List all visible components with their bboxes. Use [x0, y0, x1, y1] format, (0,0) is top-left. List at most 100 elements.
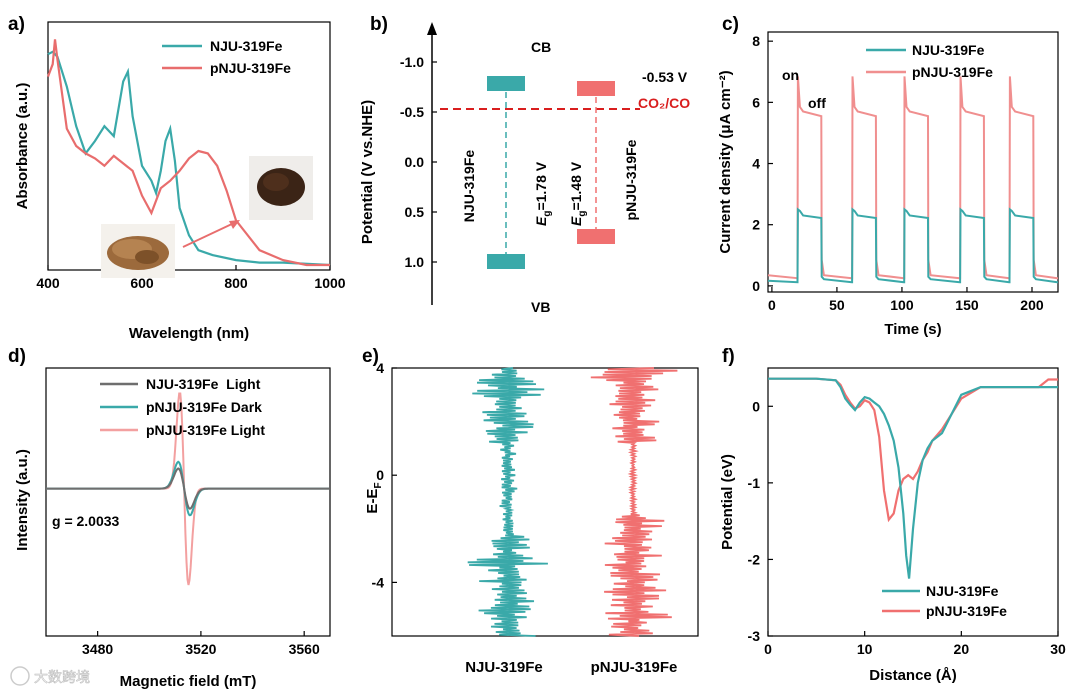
panel-f-xtick-label: 10 — [857, 641, 873, 657]
panel-a-xtick-label: 400 — [36, 275, 60, 291]
photo-arrow — [182, 222, 235, 248]
panel-b-ytick-label: 0.0 — [405, 154, 425, 170]
gap-value-nju: =1.78 V — [533, 161, 549, 210]
watermark-text: 大数跨境 — [34, 669, 90, 685]
panel-c-ytick-label: 6 — [752, 94, 760, 110]
series-line-c-0 — [767, 207, 1058, 284]
panel-f-ylabel: Potential (eV) — [719, 454, 736, 550]
watermark: 大数跨境 — [10, 666, 90, 686]
panel-f-ytick-label: -1 — [748, 475, 761, 491]
series-line-a-0 — [47, 50, 331, 267]
cb-bar-0 — [487, 76, 525, 91]
panel-b-ytick-label: -1.0 — [400, 54, 424, 70]
panel-e-ytick-label: -4 — [372, 574, 385, 590]
g-value-annotation: g = 2.0033 — [52, 513, 120, 529]
legend-text-c-pnju: pNJU-319Fe — [912, 64, 993, 80]
watermark-logo-icon — [10, 666, 30, 686]
gap-symbol-pnju: E — [568, 216, 584, 226]
panel-c-label: c) — [722, 14, 739, 35]
panel-c-ytick-label: 4 — [752, 156, 760, 172]
panel-c-ytick-label: 2 — [752, 217, 760, 233]
dos-line-0 — [467, 367, 548, 637]
legend-text-pnju: pNJU-319Fe — [210, 60, 291, 76]
panel-f-xtick-label: 30 — [1050, 641, 1066, 657]
photo-nju-powder — [101, 224, 175, 278]
panel-c-xtick-label: 0 — [768, 297, 776, 313]
panel-e-frame — [391, 367, 699, 637]
panel-d-xtick-label: 3480 — [82, 641, 113, 657]
gap-label-nju: Eg=1.78 V — [533, 161, 553, 226]
series-line-d-0 — [46, 467, 329, 510]
panel-f-ytick-label: -3 — [748, 628, 761, 644]
gap-symbol-nju: E — [533, 216, 549, 226]
legend-text-d-2: pNJU-319Fe Dark — [146, 399, 262, 415]
panel-f-label: f) — [722, 346, 735, 367]
panel-a: a) 400 600 800 1000 Wavelength (nm) Absorba… — [8, 14, 346, 342]
gap-value-pnju: =1.48 V — [568, 161, 584, 210]
legend-text-d-1: NJU-319Fe Light — [146, 376, 261, 392]
series-line-f-0 — [768, 377, 1058, 579]
panel-b-ylabel: Potential (V vs.NHE) — [359, 100, 376, 244]
panel-f-xlabel: Distance (Å) — [869, 667, 957, 684]
panel-c-xtick-label: 200 — [1020, 297, 1044, 313]
panel-b-ytick-label: 1.0 — [405, 254, 425, 270]
reference-value-label: -0.53 V — [642, 69, 688, 85]
panel-b-yaxis-arrow — [427, 22, 437, 35]
panel-c-ytick-label: 0 — [752, 278, 760, 294]
material-label-nju: NJU-319Fe — [461, 150, 477, 223]
panel-a-xlabel: Wavelength (nm) — [129, 325, 249, 342]
panel-c-frame — [767, 31, 1059, 293]
panel-d-frame — [45, 367, 331, 637]
gap-label-pnju: Eg=1.48 V — [568, 161, 588, 226]
panel-f-ytick-label: 0 — [752, 398, 760, 414]
panel-a-xtick-label: 800 — [224, 275, 248, 291]
panel-b-ytick-label: -0.5 — [400, 104, 424, 120]
vb-bar-0 — [487, 254, 525, 269]
photo-pnju-powder — [249, 156, 313, 220]
legend-text-nju: NJU-319Fe — [210, 38, 283, 54]
series-line-c-1 — [767, 76, 1058, 280]
panel-e-label: e) — [362, 346, 379, 367]
panel-f-ytick-label: -2 — [748, 551, 761, 567]
panel-f-xtick-label: 20 — [954, 641, 970, 657]
vb-label: VB — [531, 299, 550, 315]
panel-e-ytick-label: 4 — [376, 360, 384, 376]
panel-b-label: b) — [370, 14, 388, 35]
panel-c-xtick-label: 100 — [890, 297, 914, 313]
legend-text-f-nju: NJU-319Fe — [926, 583, 999, 599]
panel-e: e) 4 0 -4 E-EF NJU-319Fe pNJU-319Fe — [362, 346, 699, 676]
panel-f-xtick-label: 0 — [764, 641, 772, 657]
panel-b-ytick-label: 0.5 — [405, 204, 425, 220]
panel-d-label: d) — [8, 346, 26, 367]
dos-line-1 — [590, 367, 678, 637]
series-line-f-1 — [768, 377, 1058, 523]
panel-a-ylabel: Absorbance (a.u.) — [14, 83, 31, 210]
panel-e-ytick-label: 0 — [376, 467, 384, 483]
cb-bar-1 — [577, 81, 615, 96]
panel-a-xtick-label: 600 — [130, 275, 154, 291]
panel-c: c) 0 50 100 150 200 0 2 4 6 8 Time (s) Current de… — [717, 14, 1059, 338]
panel-c-xtick-label: 150 — [955, 297, 979, 313]
series-line-a-1 — [46, 39, 330, 267]
panel-d-xlabel: Magnetic field (mT) — [120, 673, 257, 690]
legend-text-d-3: pNJU-319Fe Light — [146, 422, 265, 438]
panel-c-xtick-label: 50 — [829, 297, 845, 313]
panel-f-frame — [767, 367, 1059, 637]
panel-a-xtick-label: 1000 — [314, 275, 345, 291]
gap-sub-pnju: g — [577, 211, 588, 217]
panel-a-label: a) — [8, 14, 25, 35]
panel-e-xlabel-nju: NJU-319Fe — [465, 659, 543, 676]
panel-b: b) -1.0 -0.5 0.0 0.5 1.0 Potential (V vs.NHE… — [359, 14, 690, 315]
panel-c-xlabel: Time (s) — [884, 321, 941, 338]
panel-e-ylabel-sub: F — [373, 482, 384, 488]
panel-e-xlabel-pnju: pNJU-319Fe — [591, 659, 678, 676]
panel-d-ylabel: Intensity (a.u.) — [14, 449, 31, 551]
material-label-pnju: pNJU-319Fe — [623, 139, 639, 220]
gap-sub-nju: g — [542, 211, 553, 217]
cb-label: CB — [531, 39, 551, 55]
legend-text-c-nju: NJU-319Fe — [912, 42, 985, 58]
vb-bar-1 — [577, 229, 615, 244]
legend-text-f-pnju: pNJU-319Fe — [926, 603, 1007, 619]
panel-c-ylabel: Current density (μA cm⁻²) — [717, 70, 734, 253]
